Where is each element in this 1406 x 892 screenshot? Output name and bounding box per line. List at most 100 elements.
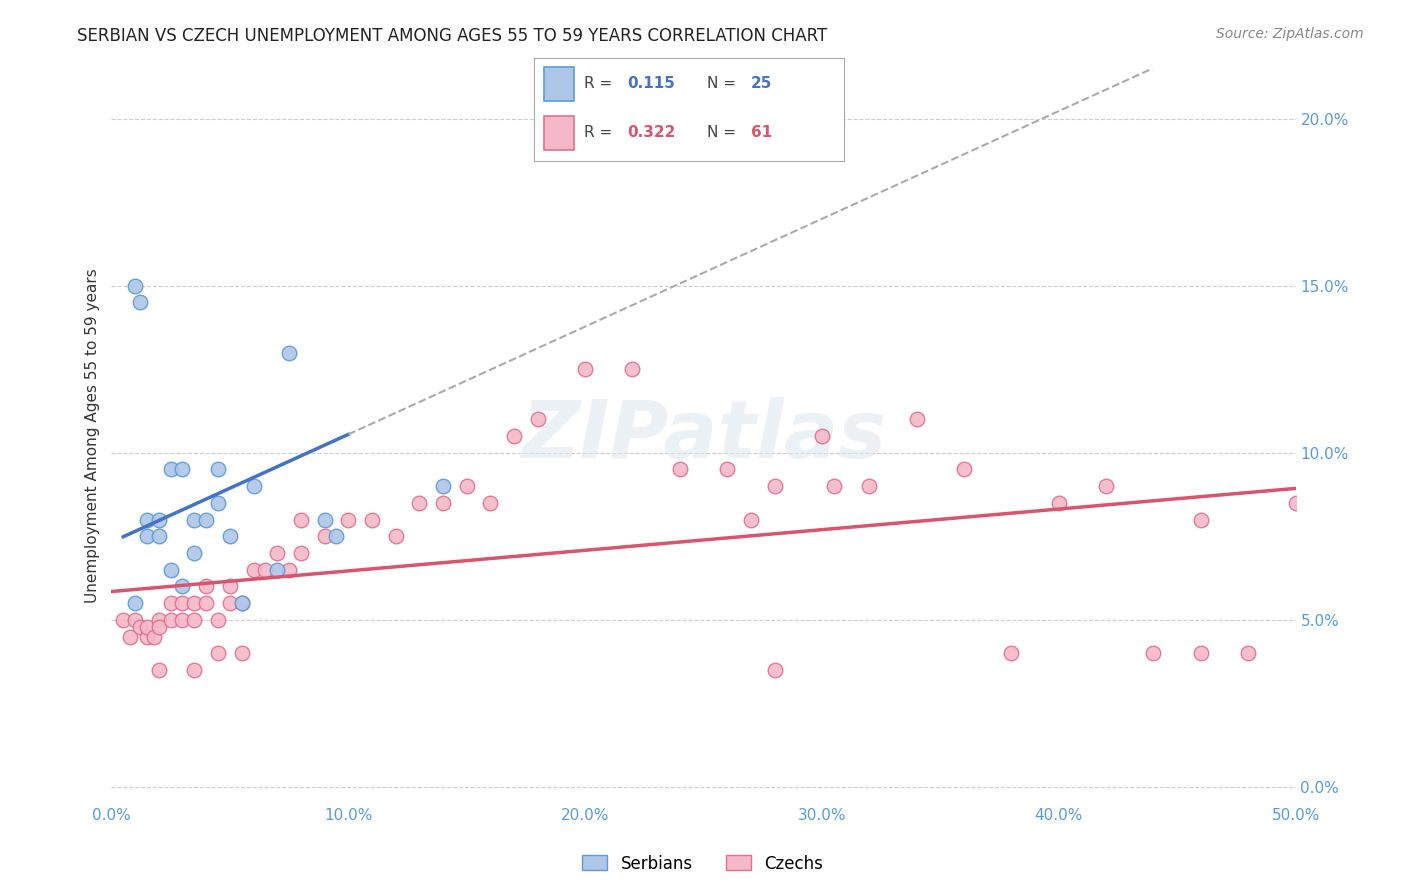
Point — [207, 496, 229, 510]
Point — [183, 663, 205, 677]
Point — [361, 513, 384, 527]
Point — [266, 546, 288, 560]
Point — [408, 496, 430, 510]
Point — [231, 646, 253, 660]
Point — [148, 513, 170, 527]
Point — [231, 596, 253, 610]
Text: Source: ZipAtlas.com: Source: ZipAtlas.com — [1216, 27, 1364, 41]
Point — [183, 513, 205, 527]
Point — [183, 596, 205, 610]
Text: 0.115: 0.115 — [627, 76, 675, 91]
Point — [172, 596, 194, 610]
Point — [1095, 479, 1118, 493]
Point — [621, 128, 644, 143]
Point — [1000, 646, 1022, 660]
Text: N =: N = — [707, 76, 741, 91]
Point — [172, 613, 194, 627]
Point — [159, 596, 181, 610]
Point — [128, 619, 150, 633]
Point — [218, 579, 240, 593]
Text: N =: N = — [707, 126, 741, 140]
Point — [242, 563, 264, 577]
Point — [254, 563, 277, 577]
Point — [148, 619, 170, 633]
Point — [716, 462, 738, 476]
Point — [148, 529, 170, 543]
Point — [432, 496, 454, 510]
Point — [823, 479, 845, 493]
Point — [136, 529, 159, 543]
Point — [953, 462, 976, 476]
Point — [231, 596, 253, 610]
Point — [290, 546, 312, 560]
Point — [314, 529, 336, 543]
Point — [112, 613, 135, 627]
Point — [124, 596, 146, 610]
Point — [172, 462, 194, 476]
Point — [124, 278, 146, 293]
Text: 0.322: 0.322 — [627, 126, 675, 140]
Point — [120, 630, 142, 644]
Point — [432, 479, 454, 493]
Text: SERBIAN VS CZECH UNEMPLOYMENT AMONG AGES 55 TO 59 YEARS CORRELATION CHART: SERBIAN VS CZECH UNEMPLOYMENT AMONG AGES… — [77, 27, 828, 45]
Text: R =: R = — [583, 126, 617, 140]
Point — [218, 596, 240, 610]
Point — [1284, 496, 1306, 510]
Point — [858, 479, 880, 493]
Point — [479, 496, 502, 510]
Point — [207, 462, 229, 476]
Point — [1142, 646, 1164, 660]
Point — [148, 613, 170, 627]
Point — [128, 295, 150, 310]
Text: ZIPatlas: ZIPatlas — [522, 397, 886, 475]
Point — [621, 362, 644, 376]
Point — [503, 429, 526, 443]
Point — [266, 563, 288, 577]
Point — [337, 513, 360, 527]
Y-axis label: Unemployment Among Ages 55 to 59 years: Unemployment Among Ages 55 to 59 years — [86, 268, 100, 604]
Point — [384, 529, 406, 543]
FancyBboxPatch shape — [544, 117, 575, 150]
Point — [207, 646, 229, 660]
Point — [136, 619, 159, 633]
Point — [905, 412, 928, 426]
Point — [183, 613, 205, 627]
Text: 61: 61 — [751, 126, 772, 140]
Point — [325, 529, 347, 543]
Point — [1047, 496, 1070, 510]
Point — [574, 362, 596, 376]
Point — [159, 563, 181, 577]
Point — [526, 412, 548, 426]
Point — [159, 613, 181, 627]
Point — [195, 579, 218, 593]
Text: R =: R = — [583, 76, 617, 91]
Point — [740, 513, 762, 527]
Point — [1237, 646, 1260, 660]
Point — [136, 630, 159, 644]
Text: 25: 25 — [751, 76, 772, 91]
Legend: Serbians, Czechs: Serbians, Czechs — [576, 848, 830, 880]
FancyBboxPatch shape — [544, 67, 575, 101]
Point — [242, 479, 264, 493]
Point — [1189, 646, 1212, 660]
Point — [278, 345, 301, 359]
Point — [159, 462, 181, 476]
Point — [456, 479, 478, 493]
Point — [290, 513, 312, 527]
Point — [183, 546, 205, 560]
Point — [136, 513, 159, 527]
Point — [143, 630, 166, 644]
Point — [195, 596, 218, 610]
Point — [1189, 513, 1212, 527]
Point — [172, 579, 194, 593]
Point — [278, 563, 301, 577]
Point — [763, 479, 786, 493]
Point — [218, 529, 240, 543]
Point — [148, 663, 170, 677]
Point — [811, 429, 834, 443]
Point — [124, 613, 146, 627]
Point — [195, 513, 218, 527]
Point — [763, 663, 786, 677]
Point — [314, 513, 336, 527]
Point — [207, 613, 229, 627]
